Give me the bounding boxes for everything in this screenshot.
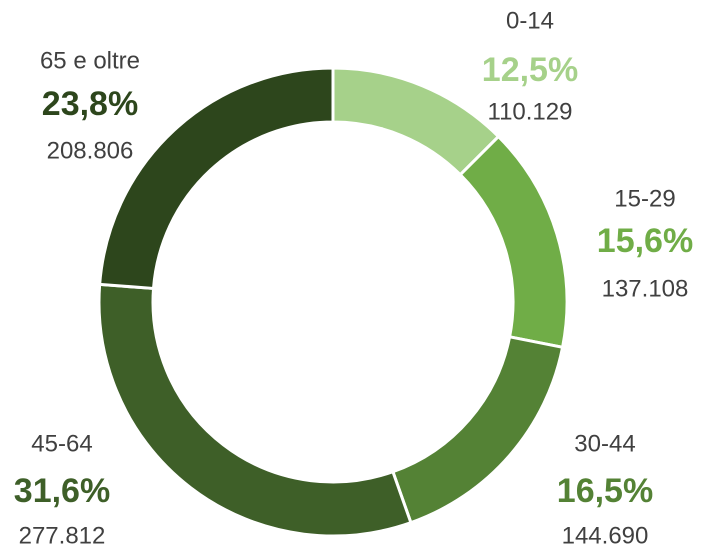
percent-label: 16,5% bbox=[557, 472, 653, 510]
percent-label: 23,8% bbox=[42, 85, 138, 123]
donut-slice bbox=[97, 282, 413, 538]
percent-label: 31,6% bbox=[14, 472, 110, 510]
count-label: 144.690 bbox=[562, 522, 649, 549]
category-label: 15-29 bbox=[614, 185, 675, 212]
category-label: 45-64 bbox=[31, 430, 92, 457]
percent-label: 12,5% bbox=[482, 51, 578, 89]
donut-slice bbox=[390, 335, 565, 525]
donut-slice bbox=[458, 134, 569, 350]
count-label: 110.129 bbox=[488, 98, 573, 125]
count-label: 277.812 bbox=[19, 522, 106, 549]
count-label: 137.108 bbox=[602, 275, 689, 302]
count-label: 208.806 bbox=[47, 137, 134, 164]
donut-slice bbox=[98, 66, 335, 291]
category-label: 30-44 bbox=[574, 430, 635, 457]
donut-slice bbox=[331, 66, 501, 177]
category-label: 0-14 bbox=[506, 7, 554, 34]
category-label: 65 e oltre bbox=[40, 47, 140, 74]
percent-label: 15,6% bbox=[597, 222, 693, 260]
